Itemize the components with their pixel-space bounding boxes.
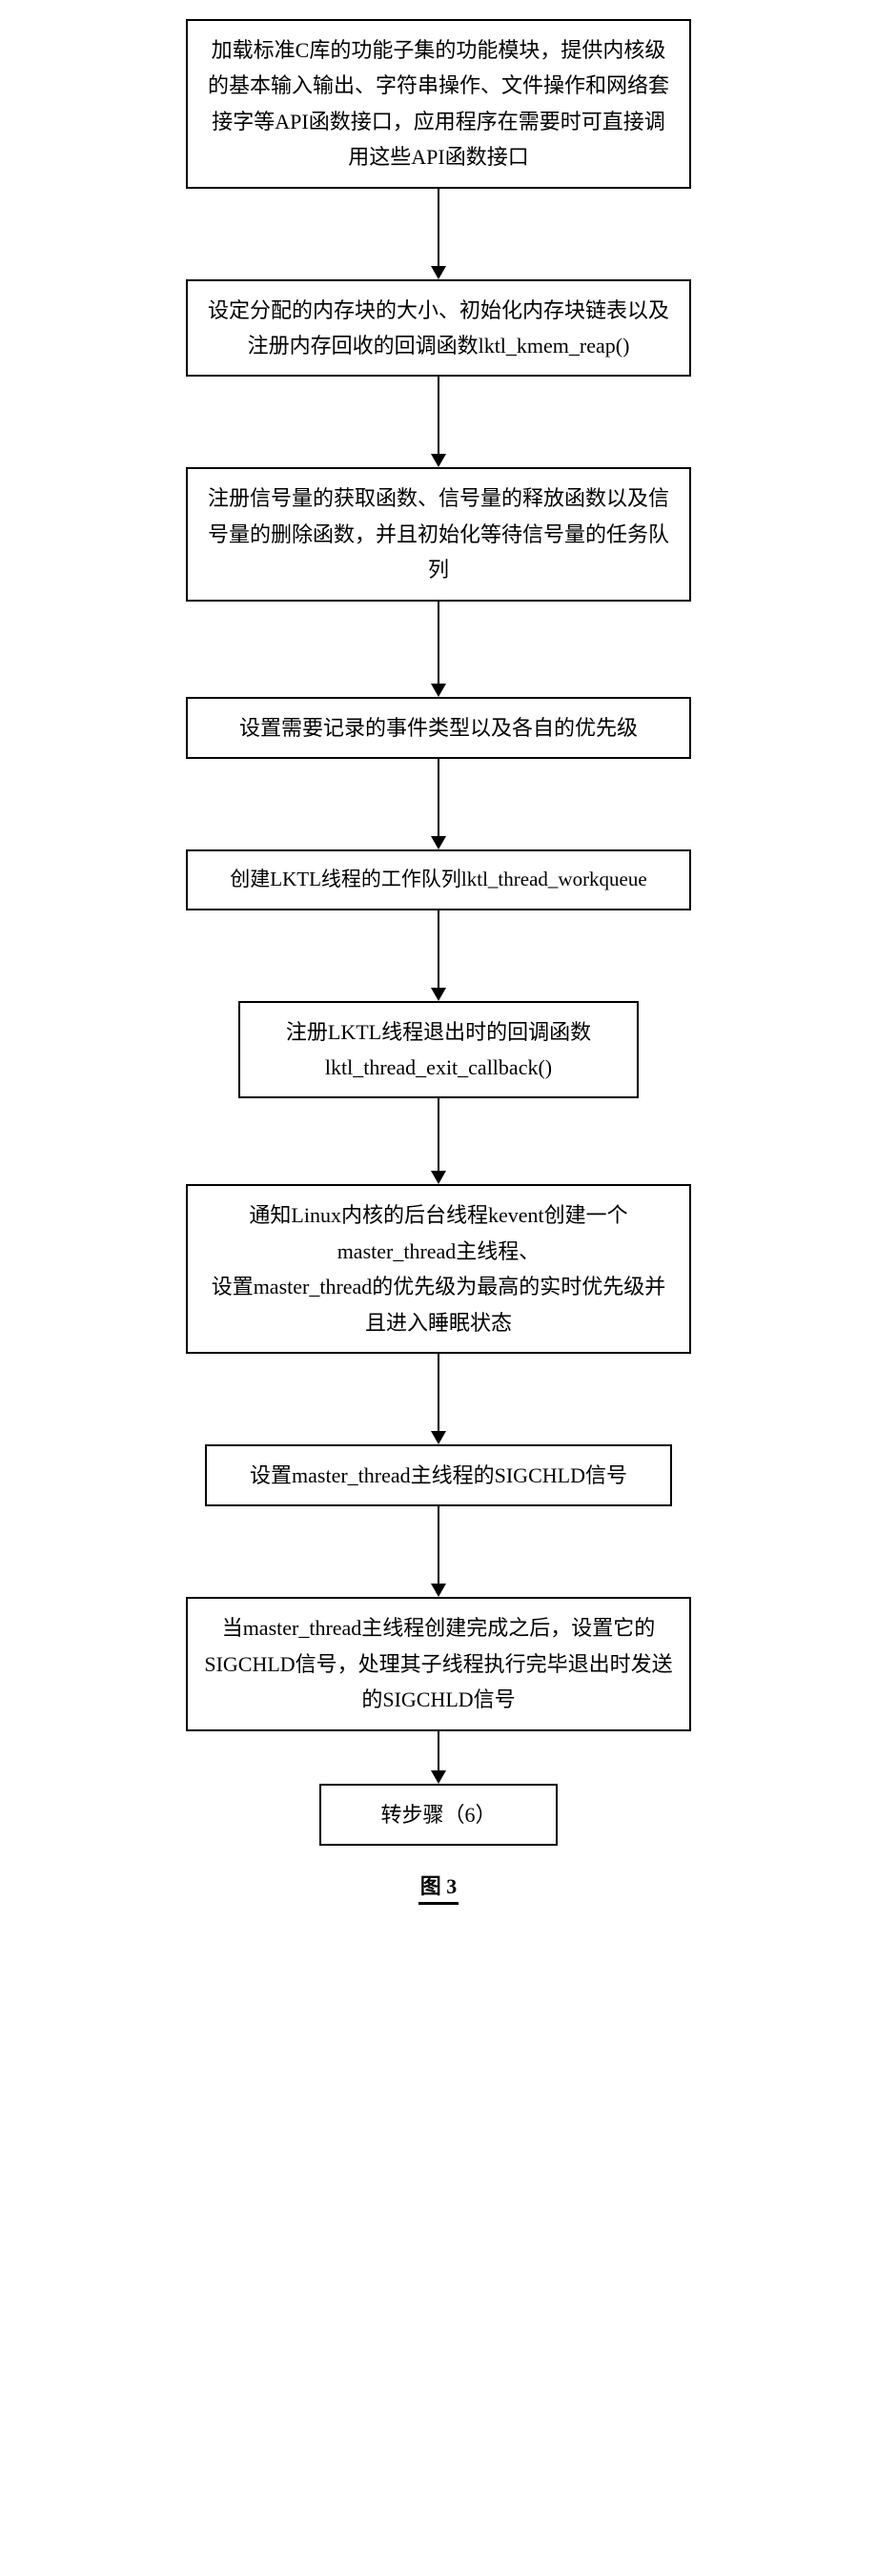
flowchart-arrow-5 [431,1098,446,1184]
flowchart-container: 加载标准C库的功能子集的功能模块，提供内核级的基本输入输出、字符串操作、文件操作… [186,19,691,1846]
flowchart-node-7: 设置master_thread主线程的SIGCHLD信号 [205,1444,672,1506]
flowchart-node-0: 加载标准C库的功能子集的功能模块，提供内核级的基本输入输出、字符串操作、文件操作… [186,19,691,189]
flowchart-arrow-6 [431,1354,446,1444]
flowchart-node-8: 当master_thread主线程创建完成之后，设置它的SIGCHLD信号，处理… [186,1597,691,1730]
flowchart-arrow-3 [431,759,446,849]
flowchart-node-3: 设置需要记录的事件类型以及各自的优先级 [186,697,691,759]
flowchart-arrow-1 [431,377,446,467]
flowchart-arrow-0 [431,189,446,279]
flowchart-arrow-7 [431,1506,446,1597]
flowchart-node-5: 注册LKTL线程退出时的回调函数lktl_thread_exit_callbac… [238,1001,639,1099]
flowchart-node-4: 创建LKTL线程的工作队列lktl_thread_workqueue [186,849,691,910]
figure-label: 图 3 [418,1870,459,1905]
flowchart-arrow-2 [431,602,446,697]
flowchart-arrow-4 [431,910,446,1001]
flowchart-node-1: 设定分配的内存块的大小、初始化内存块链表以及注册内存回收的回调函数lktl_km… [186,279,691,378]
flowchart-node-9: 转步骤（6） [319,1784,558,1846]
flowchart-node-6: 通知Linux内核的后台线程kevent创建一个master_thread主线程… [186,1184,691,1354]
flowchart-node-2: 注册信号量的获取函数、信号量的释放函数以及信号量的删除函数，并且初始化等待信号量… [186,467,691,601]
flowchart-arrow-8 [431,1731,446,1784]
